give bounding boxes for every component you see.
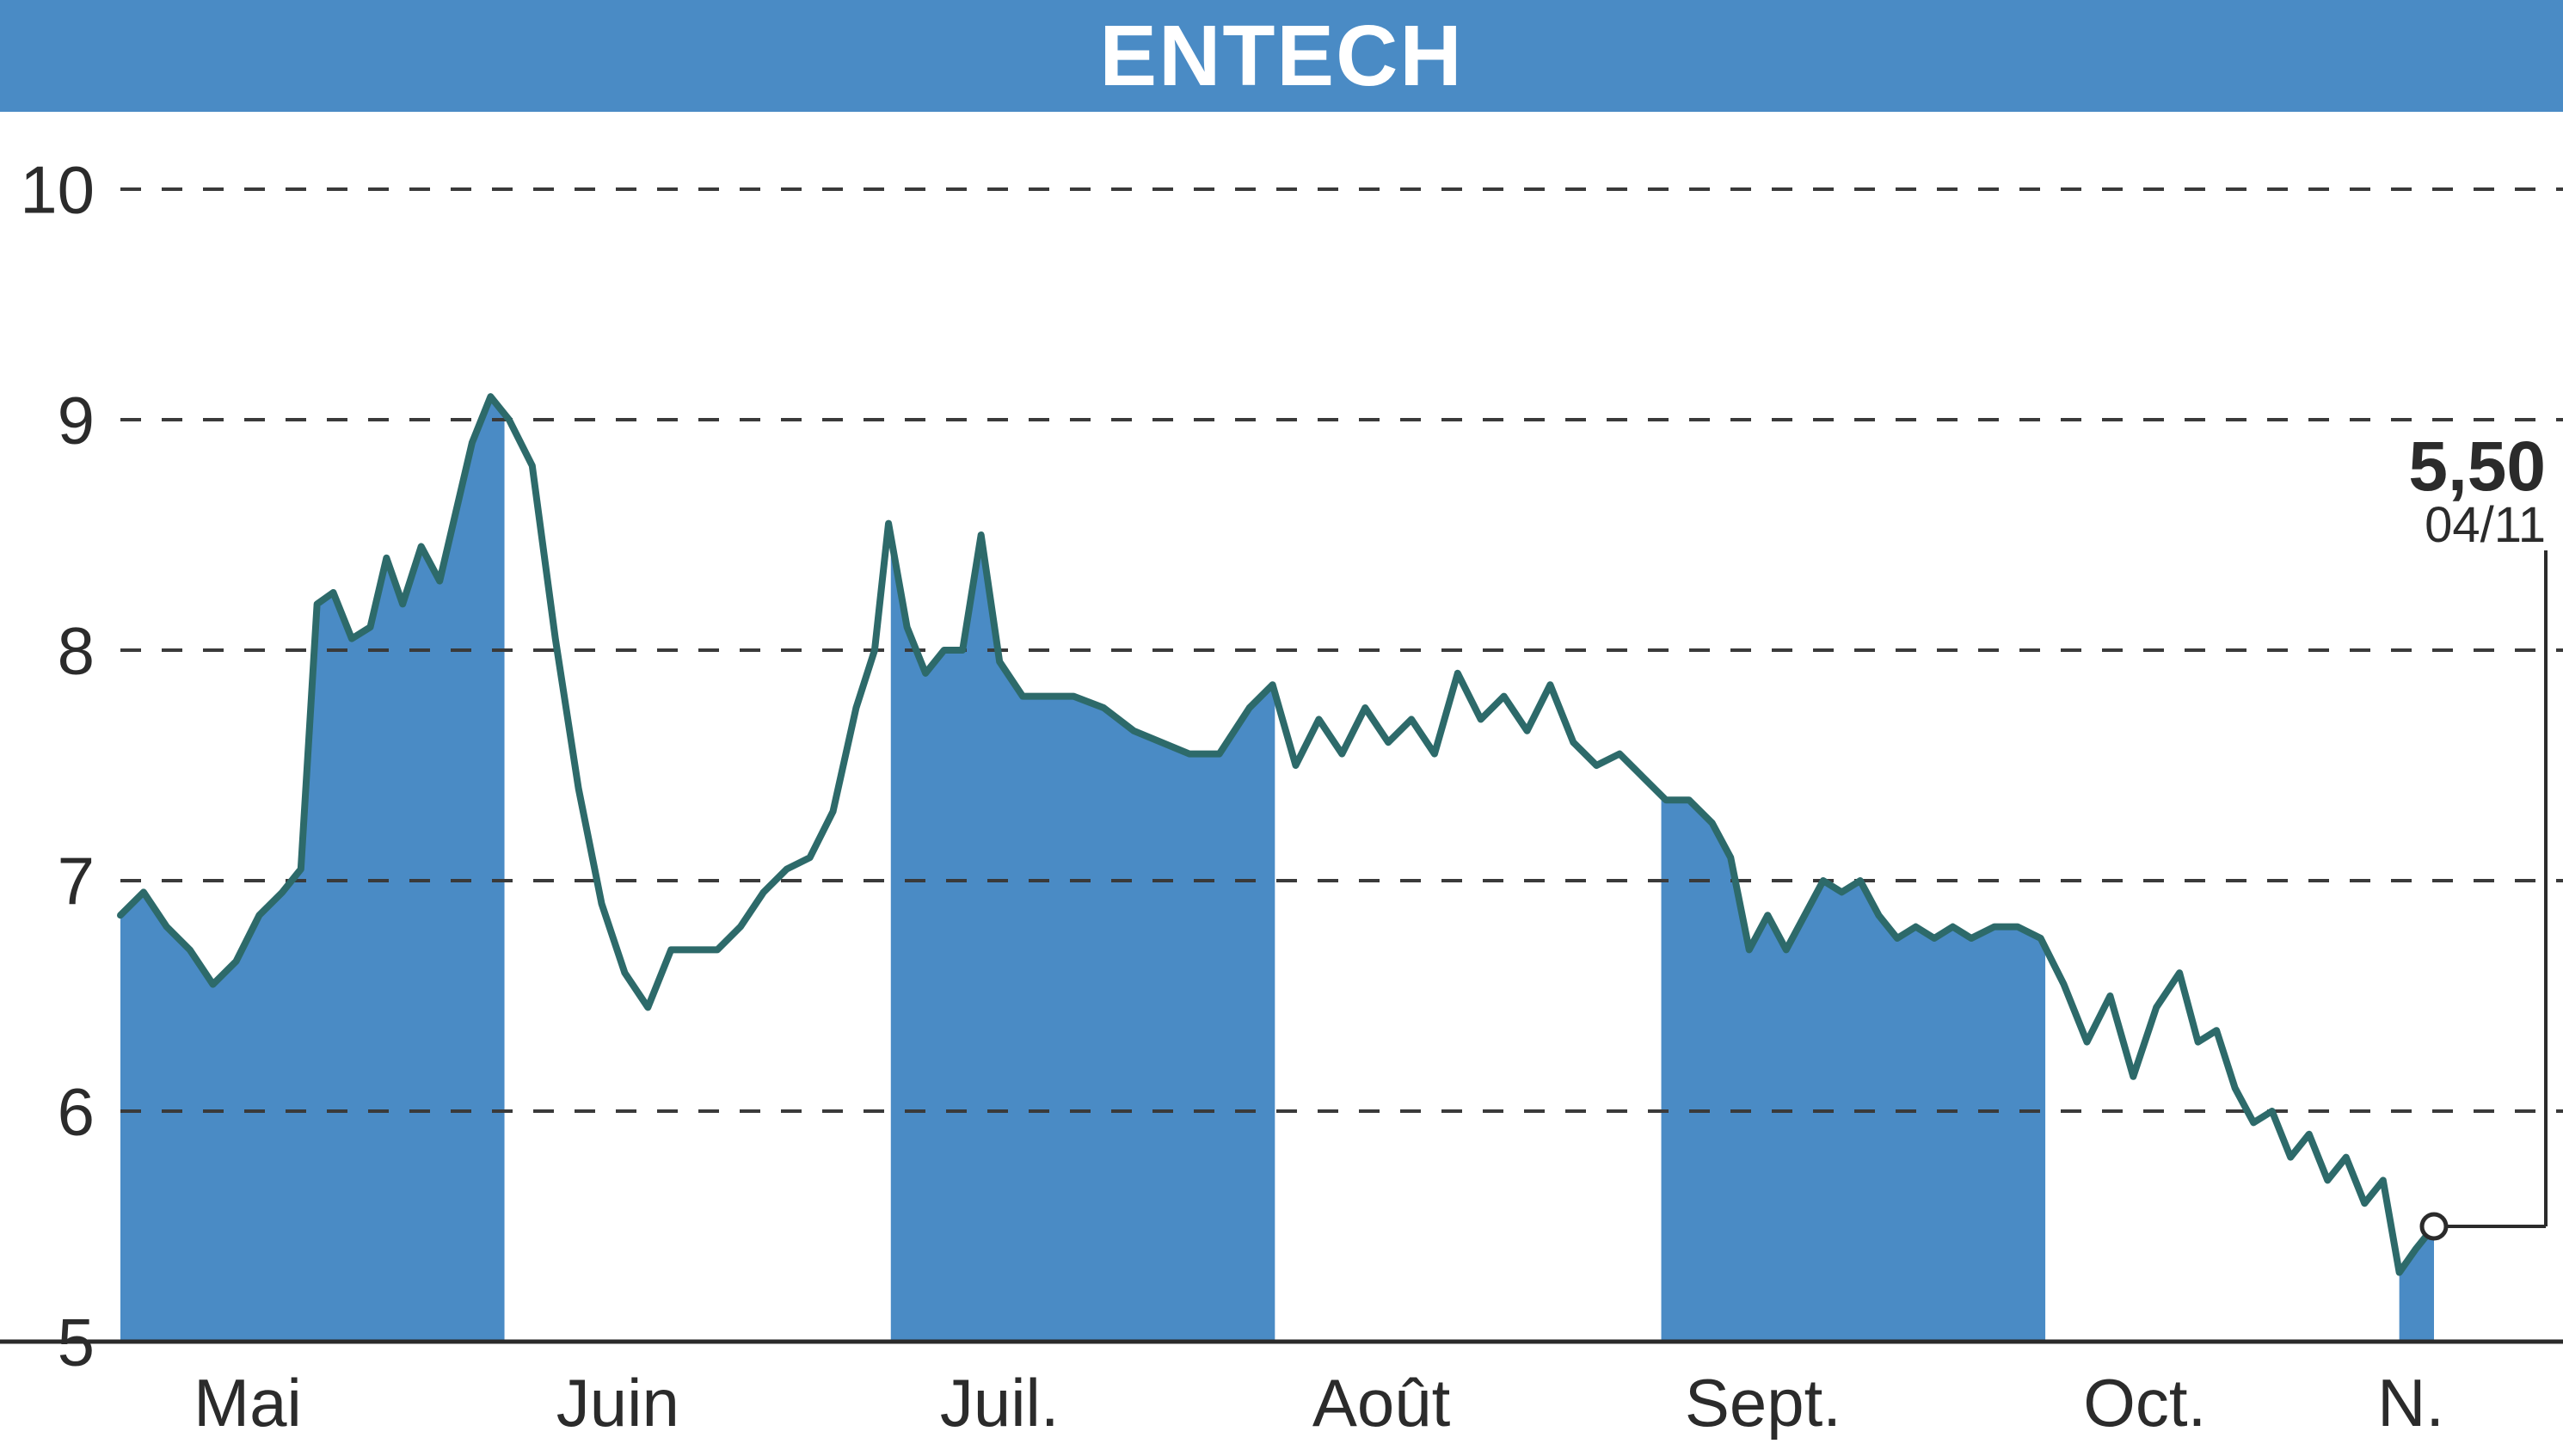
- x-tick-label: Août: [1312, 1365, 1451, 1441]
- month-band: [891, 146, 1275, 1385]
- x-tick-label: Mai: [194, 1365, 302, 1441]
- y-tick-label: 6: [58, 1073, 95, 1149]
- chart-title-bar: ENTECH: [0, 0, 2563, 112]
- y-tick-label: 10: [20, 151, 95, 227]
- x-tick-label: Sept.: [1685, 1365, 1841, 1441]
- y-tick-label: 8: [58, 612, 95, 688]
- month-band: [2400, 146, 2434, 1385]
- y-tick-label: 7: [58, 843, 95, 918]
- month-band: [1662, 146, 2046, 1385]
- last-point-marker: [2422, 1214, 2446, 1238]
- price-chart: 5678910MaiJuinJuil.AoûtSept.Oct.N.5,5004…: [0, 112, 2563, 1456]
- chart-title: ENTECH: [1099, 8, 1463, 104]
- y-tick-label: 9: [58, 382, 95, 458]
- last-value-label: 5,50: [2408, 427, 2546, 506]
- x-tick-label: Juin: [556, 1365, 679, 1441]
- x-tick-label: Juil.: [940, 1365, 1060, 1441]
- x-tick-label: N.: [2377, 1365, 2444, 1441]
- month-bands: [120, 146, 2434, 1385]
- month-band: [120, 146, 505, 1385]
- chart-container: ENTECH 5678910MaiJuinJuil.AoûtSept.Oct.N…: [0, 0, 2563, 1456]
- x-tick-label: Oct.: [2083, 1365, 2206, 1441]
- last-date-label: 04/11: [2425, 497, 2546, 553]
